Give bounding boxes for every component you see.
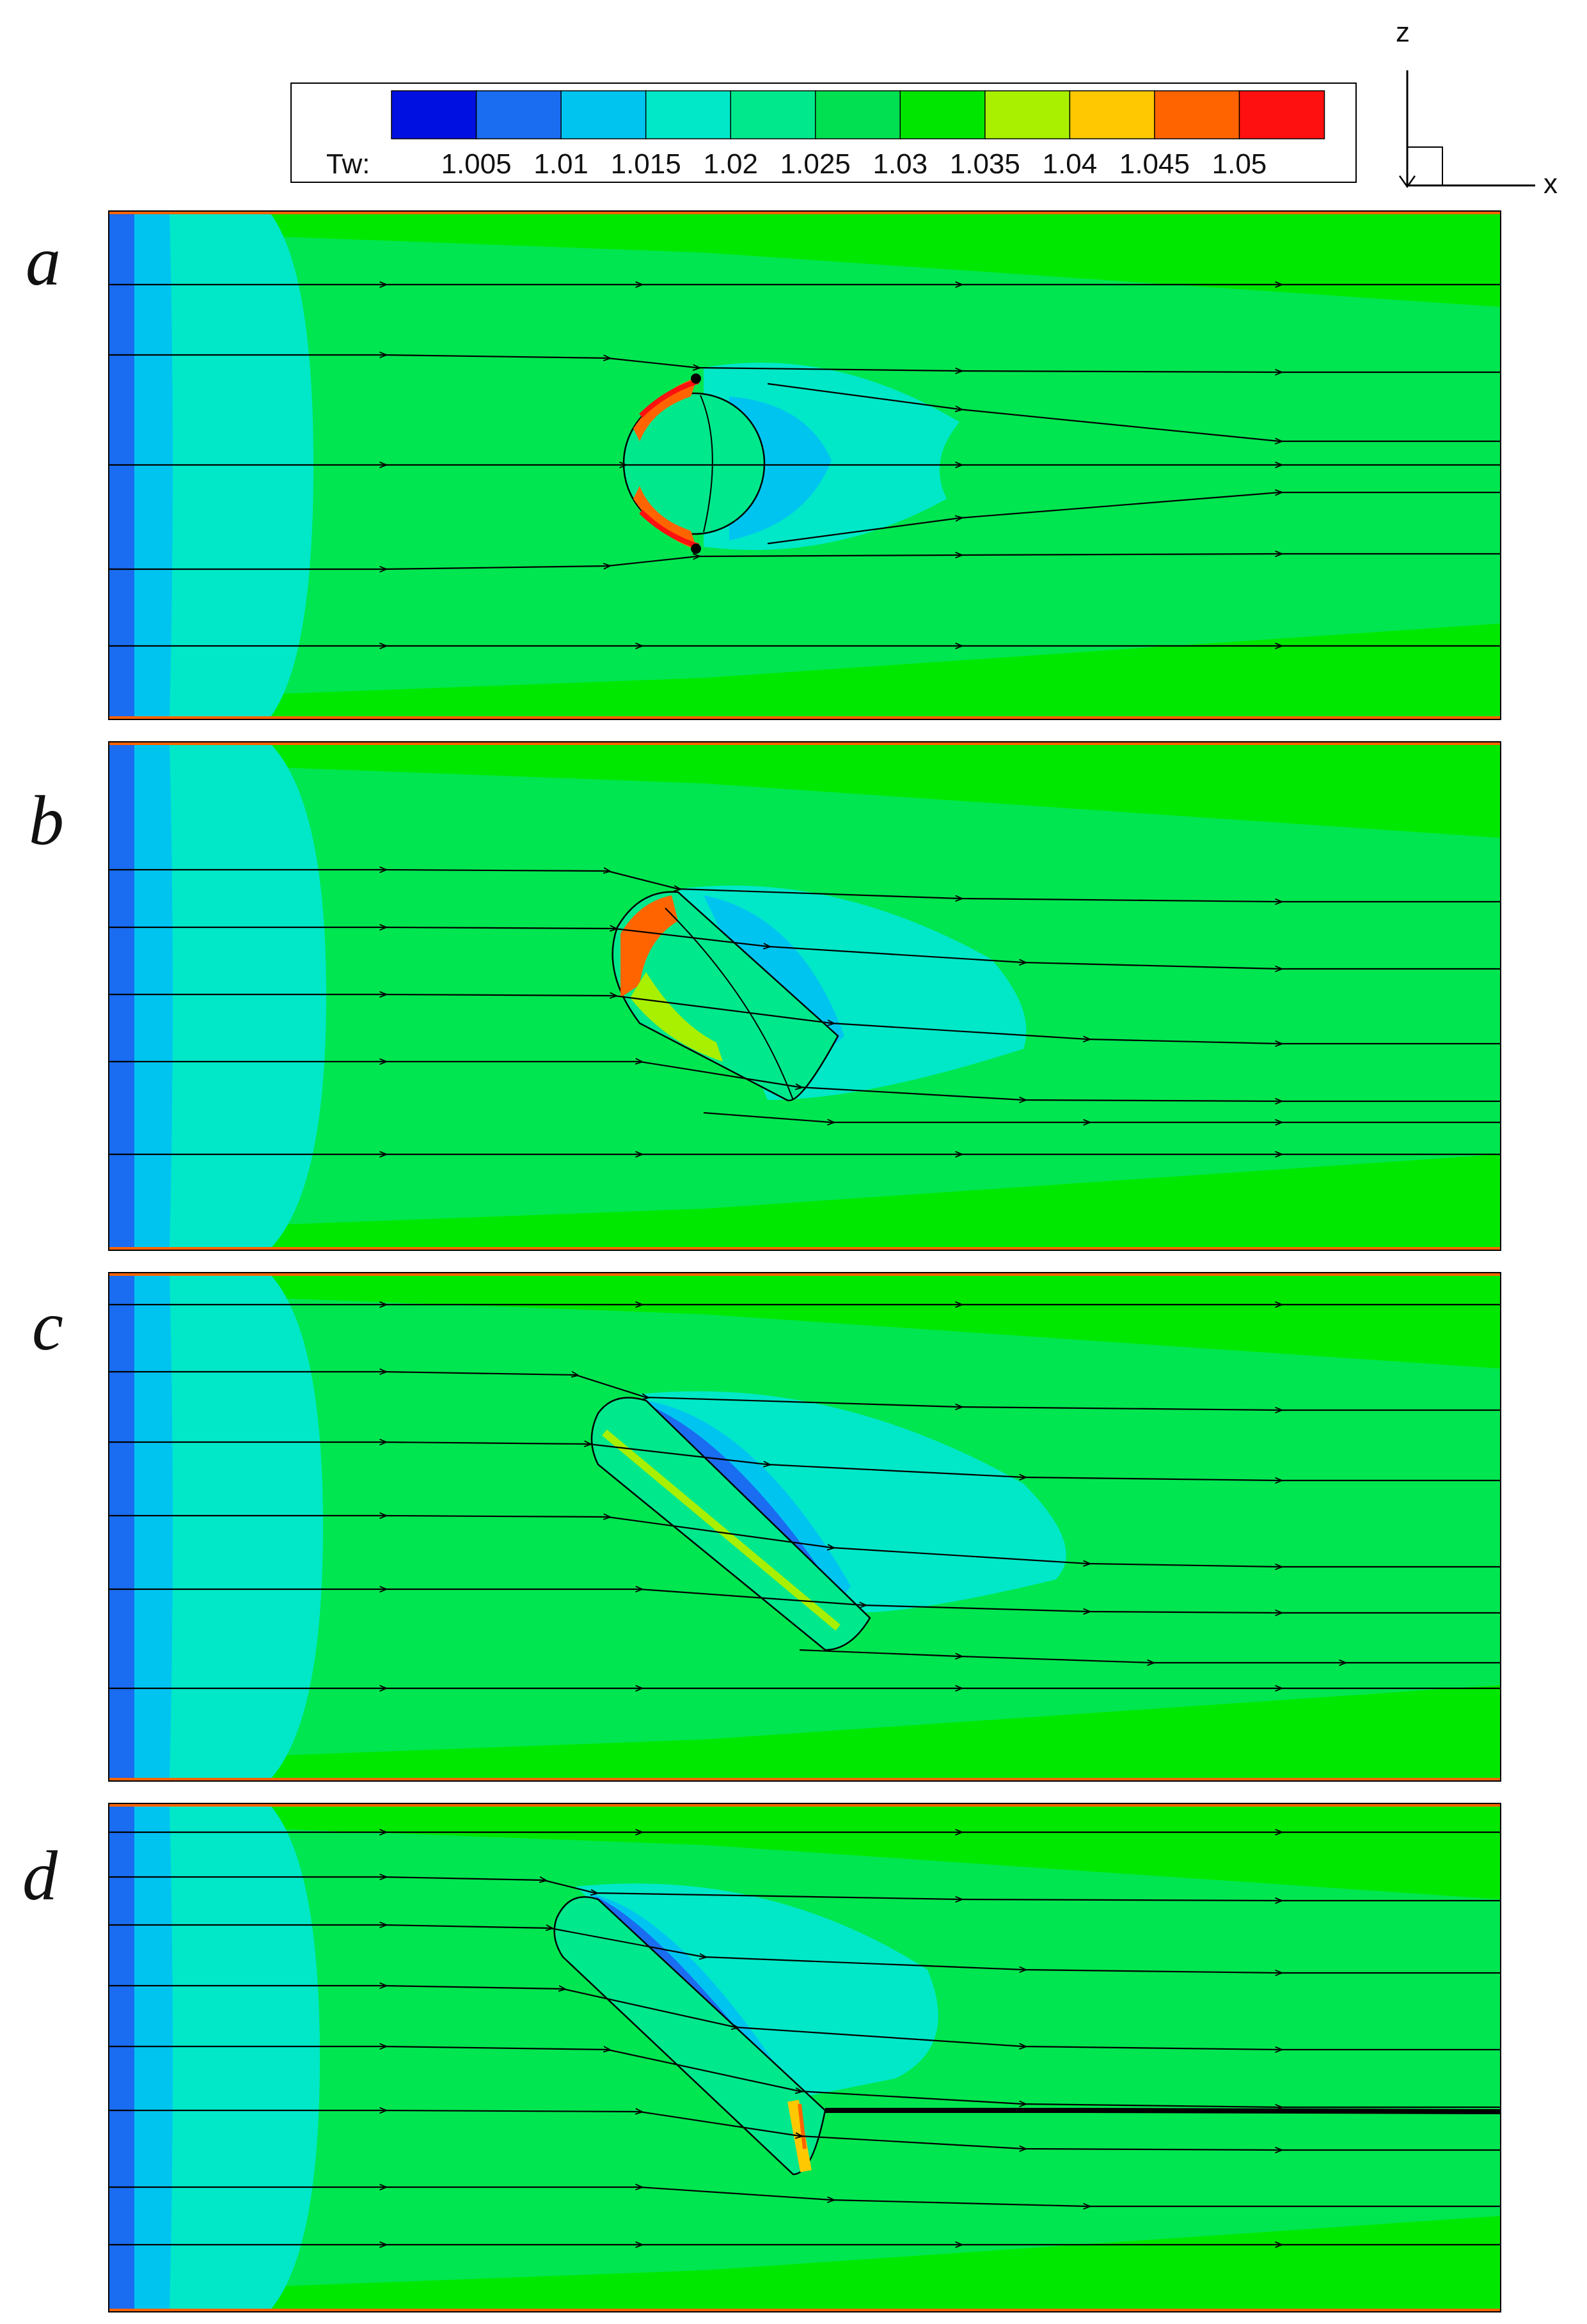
colorbar-tick-label: 1.05	[1212, 148, 1267, 180]
panel-label-d: d	[22, 1837, 58, 1915]
axis-z-label: z	[1396, 17, 1410, 48]
colorbar-ticks: 1.005 1.01 1.015 1.02 1.025 1.03 1.035 1.04 1.04…	[441, 148, 1267, 180]
colorbar-tick-label: 1.005	[441, 148, 511, 180]
colorbar-swatch	[1238, 90, 1325, 139]
colorbar-swatch	[475, 90, 562, 139]
colorbar-swatch	[391, 90, 477, 139]
colorbar-swatches	[391, 90, 1325, 139]
panel-d	[108, 1803, 1501, 2312]
colorbar-swatch	[899, 90, 986, 139]
colorbar-swatch	[730, 90, 816, 139]
panel-label-b: b	[29, 781, 64, 860]
colorbar-swatch	[814, 90, 901, 139]
colorbar-tick-label: 1.01	[533, 148, 588, 180]
colorbar-swatch	[560, 90, 647, 139]
panel-label-a: a	[26, 222, 61, 300]
panel-b	[108, 741, 1501, 1251]
colorbar-tick-label: 1.015	[611, 148, 681, 180]
colorbar-tick-label: 1.035	[950, 148, 1020, 180]
colorbar-variable-label: Tw:	[326, 148, 370, 180]
colorbar-tick-label: 1.045	[1119, 148, 1190, 180]
axes-triad: z x	[1396, 17, 1558, 200]
colorbar-tick-label: 1.025	[780, 148, 851, 180]
colorbar-tick-label: 1.03	[872, 148, 928, 180]
colorbar-tick-label: 1.04	[1043, 148, 1098, 180]
panel-a	[108, 210, 1501, 720]
panel-c	[108, 1272, 1501, 1782]
axis-x-label: x	[1544, 168, 1558, 200]
colorbar-swatch	[1069, 90, 1156, 139]
colorbar-swatch	[984, 90, 1071, 139]
colorbar: Tw: 1.005 1.01 1.015 1.02 1.025 1.03 1.035 1.04…	[290, 82, 1357, 183]
panel-label-c: c	[32, 1287, 63, 1365]
colorbar-tick-label: 1.02	[703, 148, 758, 180]
colorbar-swatch	[1154, 90, 1240, 139]
colorbar-swatch	[645, 90, 732, 139]
